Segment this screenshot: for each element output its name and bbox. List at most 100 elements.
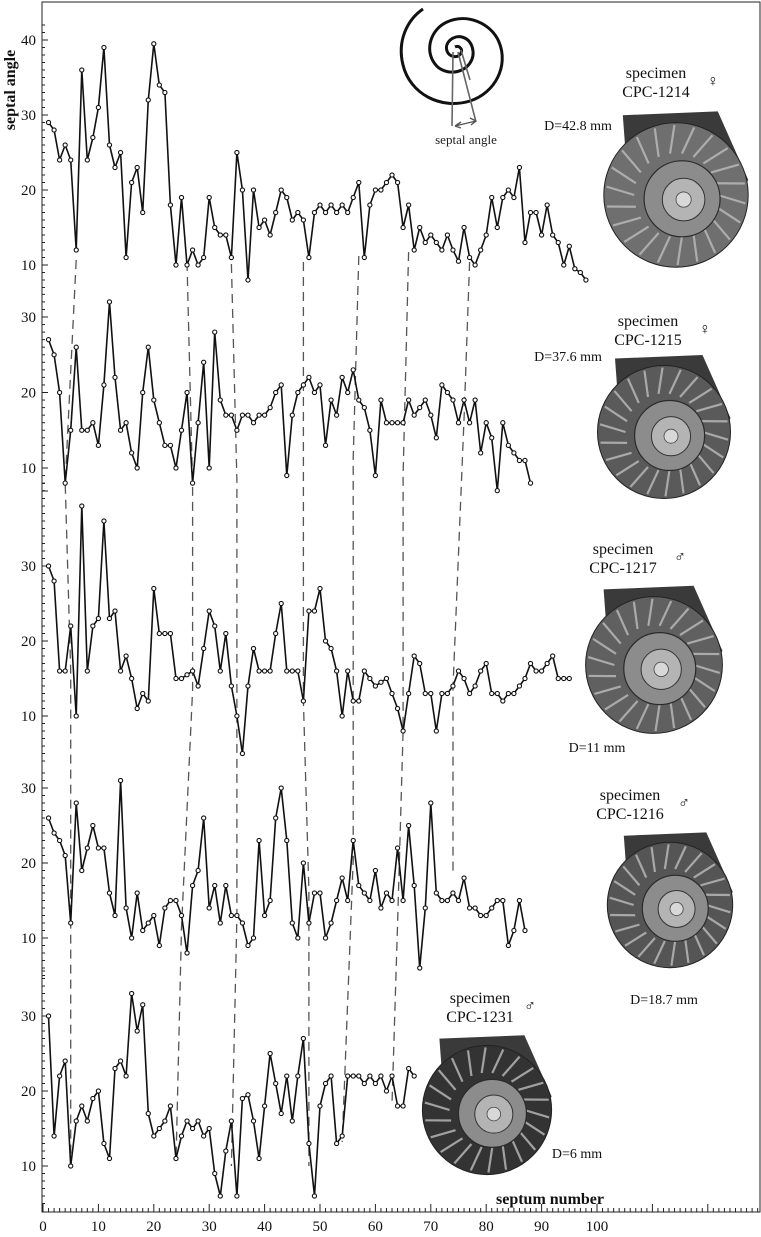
septum-rib (621, 149, 642, 174)
data-point (577, 269, 584, 276)
data-point (245, 683, 251, 689)
x-axis: 0 10 20 30 40 50 60 70 80 90 100 (39, 1204, 759, 1235)
data-point (256, 412, 262, 418)
septum-rib (705, 903, 731, 914)
data-point (522, 675, 528, 682)
data-point (478, 450, 484, 456)
data-point (306, 608, 312, 614)
specimen-word: specimen (618, 313, 678, 330)
x-tick-label: 60 (368, 1219, 383, 1235)
septum-rib (654, 704, 661, 732)
data-point (494, 897, 500, 904)
data-point (483, 232, 489, 238)
data-point (123, 1073, 129, 1079)
data-point (411, 882, 417, 889)
x-tick-label: 20 (146, 1219, 161, 1235)
data-point (383, 890, 390, 896)
data-point (284, 1073, 290, 1079)
y-tick-label: 20 (21, 856, 36, 872)
data-point (256, 224, 262, 231)
data-point (101, 382, 107, 388)
correlation-dashed-line (175, 261, 194, 1162)
data-point (151, 397, 157, 403)
data-point (140, 1002, 146, 1008)
data-point (494, 487, 500, 494)
data-point (345, 1073, 351, 1079)
data-point (95, 615, 102, 622)
septum-rib (612, 216, 642, 227)
data-point (84, 157, 90, 163)
septum-rib (629, 466, 649, 488)
data-point (295, 1073, 301, 1079)
data-point (112, 374, 118, 381)
data-point (450, 683, 456, 689)
septum-rib (696, 402, 723, 413)
data-point (289, 217, 295, 223)
septum-rib (700, 441, 724, 459)
septum-rib (510, 1067, 534, 1083)
data-point (389, 1073, 395, 1079)
data-point (189, 480, 196, 486)
data-point (95, 104, 102, 111)
data-point (128, 179, 135, 186)
data-point (217, 397, 223, 403)
data-point (184, 1118, 190, 1124)
data-point (167, 442, 174, 448)
data-point (206, 194, 212, 201)
septum-rib (687, 635, 714, 645)
y-tick-label: 40 (21, 33, 36, 49)
correlation-dashed-line (230, 263, 238, 1167)
data-point (350, 367, 356, 373)
data-point (62, 852, 68, 859)
data-point (350, 1073, 356, 1079)
data-point (212, 329, 218, 335)
data-point (68, 1163, 74, 1169)
septal-angle-lines (451, 49, 477, 127)
data-point (306, 920, 312, 926)
data-point (533, 668, 539, 674)
data-point (90, 623, 96, 629)
data-point (383, 179, 390, 186)
data-point (201, 254, 207, 261)
data-point (151, 585, 157, 592)
data-point (178, 912, 185, 919)
data-point (223, 630, 229, 637)
data-point (273, 815, 279, 821)
data-point (250, 1118, 257, 1124)
septum-rib (663, 844, 670, 870)
data-point (372, 472, 379, 479)
umbilicus (653, 661, 669, 677)
specimen-photo-CPC-1231 (421, 1035, 553, 1176)
data-point (339, 713, 345, 719)
y-tick-label: 10 (21, 258, 36, 274)
data-point (106, 299, 113, 305)
data-point (311, 1193, 318, 1199)
data-point (411, 247, 417, 253)
umbilicus (486, 1106, 502, 1122)
data-point (68, 427, 74, 433)
septum-rib (643, 370, 650, 398)
data-point (566, 675, 572, 682)
septum-rib (615, 923, 640, 933)
data-point (106, 890, 113, 896)
data-point (511, 450, 517, 456)
data-point (212, 224, 218, 231)
data-point (505, 442, 512, 448)
data-point (550, 653, 556, 659)
y-tick-label: 10 (21, 461, 36, 477)
data-point (439, 690, 445, 697)
data-point (123, 254, 129, 261)
data-point (422, 397, 428, 403)
septum-rib (647, 598, 654, 626)
data-point (73, 1118, 79, 1124)
data-point (516, 457, 523, 464)
data-point (73, 800, 79, 806)
x-tick-label: 90 (534, 1219, 549, 1235)
data-point (544, 660, 550, 667)
data-point (112, 1065, 118, 1072)
septum-rib (626, 378, 640, 404)
data-point (361, 404, 367, 411)
data-point (128, 935, 135, 941)
data-point (173, 465, 179, 471)
data-point (339, 1133, 345, 1139)
